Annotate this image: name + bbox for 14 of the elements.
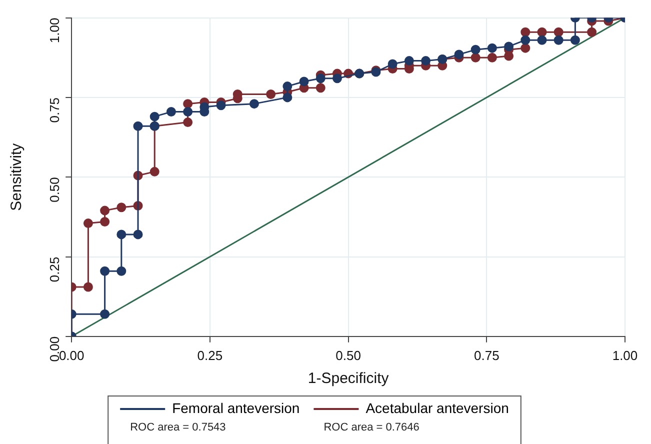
- x-tick-label: 1.00: [612, 348, 638, 363]
- y-tick-label: 0.50: [47, 177, 62, 202]
- legend-label: Femoral anteversion: [172, 400, 300, 416]
- y-tick-label: 0.25: [47, 256, 62, 282]
- text: ROC area = 0.7543: [130, 422, 226, 434]
- x-tick-label: 0.75: [474, 348, 500, 363]
- x-tick-label: 0.50: [336, 348, 361, 363]
- y-axis-title: Sensitivity: [8, 142, 26, 211]
- x-axis-title: 1-Specificity: [308, 370, 390, 388]
- x-tick-label: 0.25: [197, 348, 223, 363]
- legend-label: Acetabular anteversion: [366, 400, 509, 416]
- y-tick-label: 1.00: [47, 18, 62, 44]
- y-tick-label: 0.75: [47, 97, 62, 123]
- text: ROC area = 0.7646: [324, 422, 420, 434]
